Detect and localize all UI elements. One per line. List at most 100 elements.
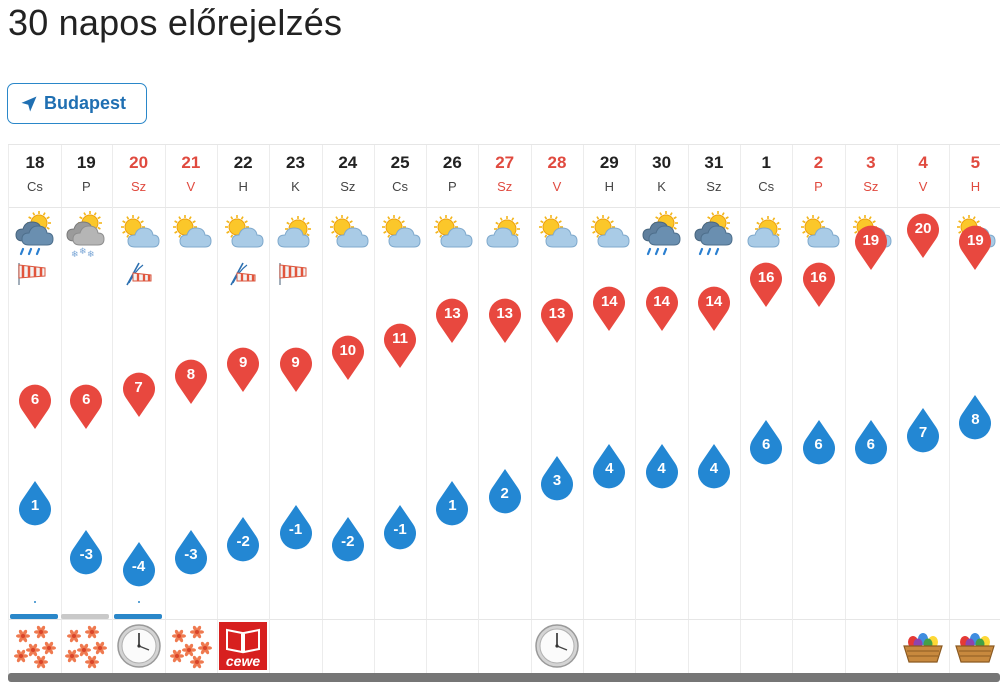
- day-name: H: [238, 179, 248, 194]
- max-temp-value: 6: [82, 390, 91, 408]
- clock-icon[interactable]: [533, 622, 581, 670]
- event-divider: [897, 619, 950, 620]
- day-number: 23: [286, 153, 305, 172]
- min-temp-drop: 3: [540, 455, 574, 501]
- max-temp-pin: 6: [18, 384, 52, 430]
- header-divider: [844, 207, 897, 208]
- event-divider: [321, 619, 374, 620]
- day-name: H: [604, 179, 614, 194]
- max-temp-pin: 19: [854, 225, 888, 271]
- header-divider: [374, 207, 427, 208]
- min-temp-value: -3: [184, 545, 198, 563]
- horizontal-scrollbar[interactable]: [8, 673, 1000, 682]
- day-column[interactable]: 25 Cs 11 -1: [374, 145, 428, 675]
- header-divider: [269, 207, 322, 208]
- max-temp-value: 19: [967, 232, 984, 250]
- event-divider: [531, 619, 583, 620]
- day-column[interactable]: 20 Sz 7 -4: [112, 145, 166, 675]
- windsock-icon: [9, 259, 61, 287]
- max-temp-pin: 11: [383, 323, 417, 369]
- min-temp-drop: -2: [331, 516, 365, 562]
- day-number: 5: [970, 153, 981, 172]
- day-column[interactable]: 1 Cs 16 6: [740, 145, 794, 675]
- day-column[interactable]: 19 P ❄ ❄ ❄ 6 -3: [60, 145, 114, 675]
- day-column[interactable]: 24 Sz 10 -2: [321, 145, 375, 675]
- day-column[interactable]: 31 Sz 14 4: [687, 145, 741, 675]
- event-divider: [60, 619, 113, 620]
- day-number: 25: [390, 153, 410, 172]
- day-column[interactable]: 26 P 13 1: [426, 145, 480, 675]
- min-temp-value: 3: [552, 472, 562, 490]
- max-temp-pin: 10: [331, 335, 365, 381]
- day-name: P: [81, 179, 91, 194]
- event-divider: [687, 619, 740, 620]
- max-temp-pin: 20: [906, 213, 940, 259]
- event-divider: [478, 619, 531, 620]
- snow-sun-cloud-icon: ❄ ❄ ❄: [60, 209, 112, 259]
- day-column[interactable]: 29 H 14 4: [583, 145, 637, 675]
- max-temp-pin: 8: [174, 359, 208, 405]
- max-temp-pin: 14: [592, 286, 626, 332]
- easter-basket-icon[interactable]: [899, 622, 947, 670]
- event-divider: [844, 619, 897, 620]
- day-name: Cs: [758, 179, 775, 194]
- svg-text:❄: ❄: [71, 249, 79, 259]
- day-column[interactable]: 5 H 19 8: [949, 145, 1000, 675]
- max-temp-pin: 14: [697, 286, 731, 332]
- day-name: Sz: [131, 179, 147, 194]
- day-name: Cs: [392, 179, 409, 194]
- mostly-sunny-icon: [270, 209, 322, 259]
- day-number: 3: [866, 153, 876, 172]
- day-column[interactable]: 2 P 16 6: [792, 145, 846, 675]
- precip-dot: [137, 601, 140, 603]
- folk-pattern-icon[interactable]: [167, 622, 215, 670]
- min-temp-drop: 1: [435, 480, 469, 526]
- day-column[interactable]: 28 V 13 3: [531, 145, 584, 675]
- day-column[interactable]: 27 Sz 13 2: [478, 145, 532, 675]
- precipitation-bar: [113, 614, 162, 619]
- day-number: 19: [76, 153, 96, 172]
- header-divider: [687, 207, 740, 208]
- header-divider: [112, 207, 165, 208]
- day-column[interactable]: 23 K 9 -1: [269, 145, 323, 675]
- day-number: 2: [813, 153, 824, 172]
- location-button[interactable]: Budapest: [7, 83, 147, 124]
- forecast-grid[interactable]: 18 Cs 6 1 19 P ❄ ❄ ❄ 6 -3 20 Sz 7 -4 21 V 8 -3 22 H 9 -2 c…: [8, 144, 1000, 683]
- day-column[interactable]: 18 Cs 6 1: [8, 145, 62, 675]
- event-divider: [217, 619, 270, 620]
- day-column[interactable]: 3 Sz 19 6: [844, 145, 898, 675]
- min-temp-value: 8: [971, 411, 980, 429]
- day-number: 20: [129, 153, 149, 172]
- folk-pattern-icon[interactable]: [62, 622, 110, 670]
- header-divider: [635, 207, 688, 208]
- location-label: Budapest: [44, 93, 127, 113]
- svg-text:❄: ❄: [79, 246, 87, 256]
- rain-sun-cloud-icon: [9, 209, 61, 259]
- min-temp-value: -1: [288, 521, 303, 539]
- min-temp-value: 1: [30, 496, 40, 514]
- day-column[interactable]: 21 V 8 -3: [164, 145, 218, 675]
- min-temp-drop: 4: [592, 443, 626, 489]
- max-temp-pin: 16: [802, 262, 836, 308]
- folk-pattern-icon[interactable]: [11, 622, 59, 670]
- clock-icon[interactable]: [115, 622, 163, 670]
- min-temp-value: 2: [500, 484, 509, 502]
- partly-cloudy-icon: [426, 209, 478, 259]
- easter-basket-icon[interactable]: [951, 622, 999, 670]
- min-temp-value: 1: [448, 496, 457, 514]
- header-divider: [531, 207, 583, 208]
- svg-text:❄: ❄: [87, 249, 95, 259]
- day-name: V: [552, 179, 562, 194]
- day-column[interactable]: 22 H 9 -2 cewe: [217, 145, 271, 675]
- day-column[interactable]: 30 K 14 4: [635, 145, 689, 675]
- event-divider: [112, 619, 165, 620]
- min-temp-value: 6: [866, 435, 875, 453]
- location-arrow-icon: [21, 96, 37, 111]
- day-number: 30: [652, 153, 672, 172]
- mostly-sunny-icon: [740, 209, 792, 259]
- book-logo-icon[interactable]: cewe: [219, 622, 268, 670]
- max-temp-pin: 14: [645, 286, 679, 332]
- day-name: V: [186, 179, 196, 194]
- min-temp-drop: 6: [802, 419, 836, 465]
- day-column[interactable]: 4 V 20 7: [897, 145, 951, 675]
